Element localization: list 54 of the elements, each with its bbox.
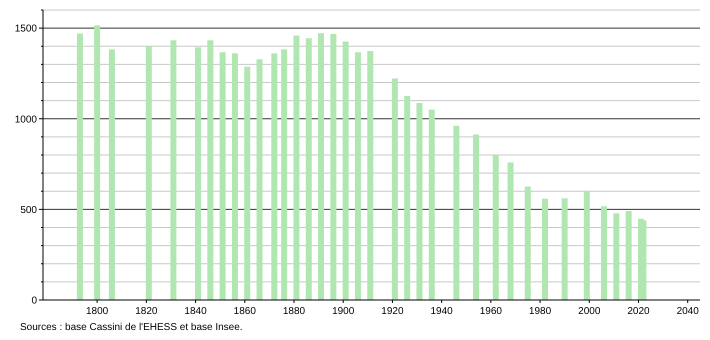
bar (392, 78, 398, 300)
bar (195, 47, 202, 300)
bar (453, 126, 460, 300)
bar (542, 198, 548, 300)
bar (318, 33, 324, 300)
x-tick-label: 1840 (184, 306, 208, 317)
y-tick-label: 500 (20, 204, 38, 216)
x-tick-label: 2020 (627, 306, 650, 317)
bar (281, 49, 288, 300)
bar (354, 52, 361, 300)
bar (473, 134, 480, 300)
bar (613, 213, 620, 300)
bar (330, 34, 336, 300)
bar (306, 38, 312, 300)
y-tick-label: 1000 (14, 114, 38, 126)
bar (232, 53, 238, 300)
x-tick-label: 1820 (135, 306, 158, 317)
bar (207, 40, 214, 300)
bar (562, 198, 568, 300)
bar (626, 211, 632, 300)
bar (584, 190, 590, 300)
bar (524, 186, 531, 300)
bar (256, 59, 263, 300)
x-tick-label: 2000 (578, 306, 601, 317)
bar (428, 110, 435, 300)
bar (220, 52, 226, 300)
bar (601, 206, 608, 300)
x-tick-label: 1960 (480, 306, 502, 317)
bar (492, 155, 499, 300)
bar (146, 46, 152, 300)
x-tick-label: 1940 (430, 306, 454, 317)
bar (342, 42, 349, 300)
bar (271, 53, 278, 300)
bar (508, 162, 514, 300)
x-tick-label: 1900 (332, 306, 355, 317)
bar (293, 36, 300, 300)
source-note: Sources : base Cassini de l'EHESS et base Insee. (20, 322, 243, 333)
y-tick-label: 0 (31, 296, 38, 306)
bar (170, 40, 176, 300)
x-tick-label: 1880 (282, 306, 306, 317)
bar (416, 102, 422, 300)
bar (108, 49, 115, 300)
bar (367, 50, 374, 300)
bar (638, 218, 644, 300)
x-tick-label: 1800 (86, 306, 109, 317)
x-tick-label: 1860 (234, 306, 256, 317)
bar (404, 96, 410, 300)
x-tick-label: 1980 (528, 306, 552, 317)
bar (94, 25, 100, 300)
bar (244, 66, 250, 300)
x-tick-label: 1920 (381, 306, 404, 317)
y-tick-label: 1500 (14, 24, 38, 35)
bar (76, 34, 83, 300)
x-tick-label: 2040 (676, 306, 700, 317)
